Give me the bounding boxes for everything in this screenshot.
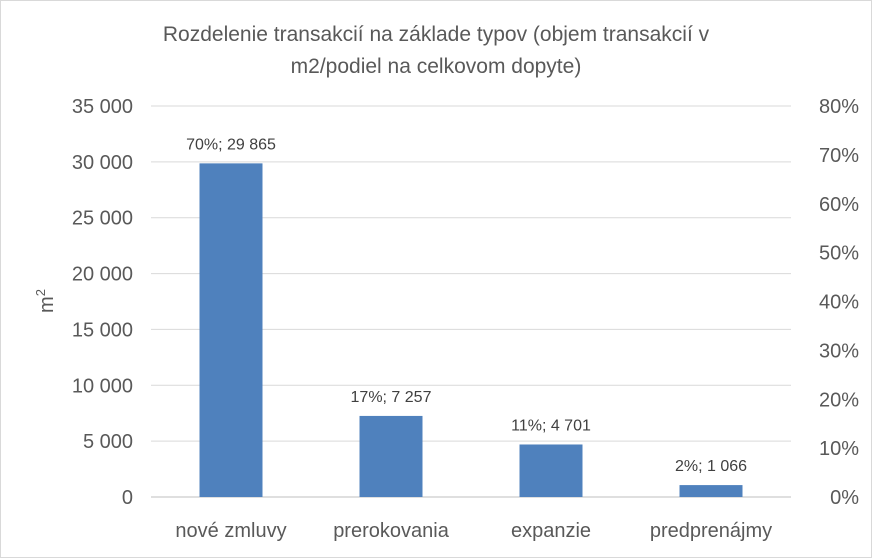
y-tick-label: 35 000 — [72, 96, 133, 118]
y-tick-label: 20 000 — [72, 264, 133, 286]
y2-tick-label: 10% — [819, 438, 859, 460]
chart-title-line-1: Rozdelenie transakcií na základe typov (… — [163, 23, 710, 46]
category-labels: nové zmluvy prerokovania expanzie predprená… — [175, 520, 772, 542]
y-axis-label-base: m — [36, 296, 58, 313]
chart-title-line-2: m2/podiel na celkovom dopyte) — [291, 55, 582, 78]
data-labels: 70%; 29 865 17%; 7 257 11%; 4 701 2%; 1 066 — [186, 136, 747, 475]
data-label: 11%; 4 701 — [511, 417, 591, 434]
bars — [199, 163, 743, 497]
y2-tick-label: 80% — [819, 96, 859, 118]
y-tick-label: 0 — [122, 487, 133, 509]
y-tick-label: 15 000 — [72, 319, 133, 341]
y-axis-label-superscript: 2 — [33, 289, 48, 296]
y2-tick-label: 0% — [830, 487, 859, 509]
right-axis-ticks: 0% 10% 20% 30% 40% 50% 60% 70% 80% — [819, 96, 859, 509]
y-tick-label: 10 000 — [72, 375, 133, 397]
y2-tick-label: 70% — [819, 145, 859, 167]
y2-tick-label: 50% — [819, 243, 859, 265]
left-axis-ticks: 0 5 000 10 000 15 000 20 000 25 000 30 000 35 0… — [72, 96, 133, 509]
bar — [359, 415, 423, 497]
y-tick-label: 5 000 — [83, 431, 133, 453]
y2-tick-label: 60% — [819, 194, 859, 216]
category-label: prerokovania — [333, 520, 450, 542]
category-label: nové zmluvy — [175, 520, 286, 542]
y-tick-label: 30 000 — [72, 152, 133, 174]
bar — [519, 444, 583, 497]
y-tick-label: 25 000 — [72, 208, 133, 230]
y2-tick-label: 40% — [819, 292, 859, 314]
data-label: 2%; 1 066 — [675, 458, 747, 475]
bar — [199, 163, 263, 497]
bar — [679, 485, 743, 497]
category-label: predprenájmy — [650, 520, 772, 542]
y2-tick-label: 20% — [819, 389, 859, 411]
data-label: 17%; 7 257 — [351, 389, 432, 406]
data-label: 70%; 29 865 — [186, 136, 276, 153]
category-label: expanzie — [511, 520, 591, 542]
y2-tick-label: 30% — [819, 340, 859, 362]
y-axis-label: m2 — [33, 289, 58, 313]
